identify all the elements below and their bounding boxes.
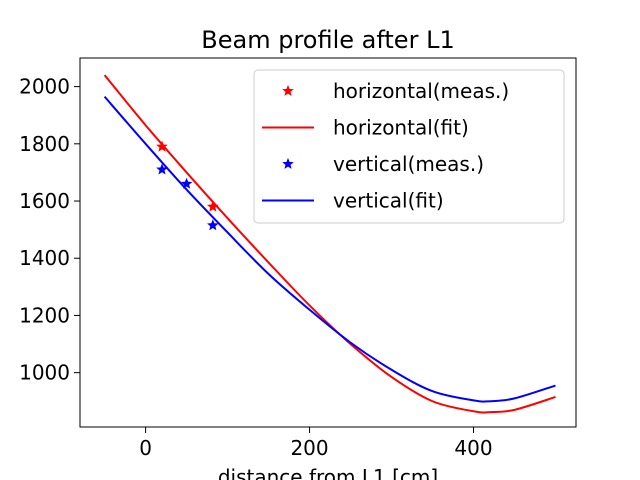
legend-swatch-horizontal-meas xyxy=(282,84,294,96)
y-tick-label: 1000 xyxy=(19,361,70,385)
y-tick-label: 1400 xyxy=(19,246,70,270)
legend-label-vertical-fit: vertical(fit) xyxy=(333,189,444,213)
legend-label-vertical-meas: vertical(meas.) xyxy=(333,152,484,176)
vertical-fit-line xyxy=(103,95,556,403)
y-tick-label: 2000 xyxy=(19,75,70,99)
vertical-meas-point xyxy=(156,163,168,175)
x-axis-ticks: 0 200 400 xyxy=(139,427,493,460)
horizontal-meas-point xyxy=(156,140,168,152)
x-axis-label: distance from L1 [cm] xyxy=(218,465,438,480)
x-tick-label: 400 xyxy=(454,436,492,460)
vertical-meas-point xyxy=(180,177,193,189)
legend-box xyxy=(253,69,565,224)
y-axis-ticks: 1000 1200 1400 1600 1800 2000 xyxy=(19,75,80,385)
horizontal-fit-line xyxy=(103,74,556,414)
x-tick-label: 0 xyxy=(139,436,152,460)
horizontal-meas-point xyxy=(207,200,219,212)
x-tick-label: 200 xyxy=(290,436,328,460)
legend-label-horizontal-meas: horizontal(meas.) xyxy=(333,79,509,103)
y-tick-label: 1800 xyxy=(19,132,70,156)
legend-swatch-vertical-meas xyxy=(282,157,294,169)
chart-title: Beam profile after L1 xyxy=(201,26,454,54)
y-tick-label: 1200 xyxy=(19,303,70,327)
plot-markers xyxy=(156,140,219,231)
plot-lines xyxy=(103,74,556,414)
legend-label-horizontal-fit: horizontal(fit) xyxy=(333,116,469,140)
y-tick-label: 1600 xyxy=(19,189,70,213)
vertical-meas-point xyxy=(207,219,219,231)
legend: horizontal(meas.) horizontal(fit) vertical… xyxy=(253,69,565,224)
axes-frame xyxy=(79,57,577,428)
